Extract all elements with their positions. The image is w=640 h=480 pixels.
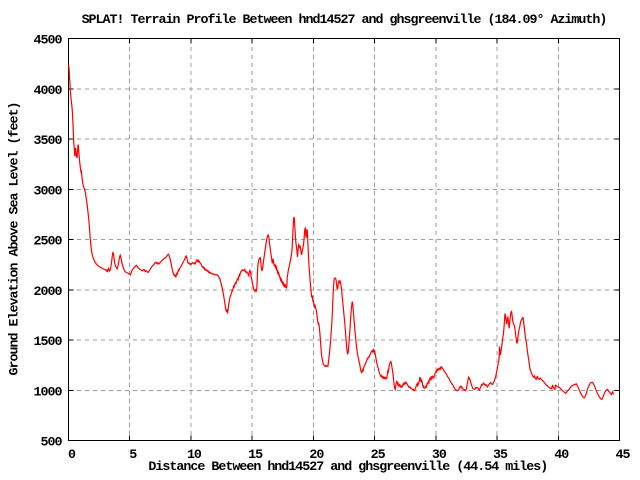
svg-text:45: 45 <box>616 448 631 463</box>
svg-text:40: 40 <box>554 448 569 463</box>
svg-text:2500: 2500 <box>34 235 63 250</box>
svg-text:Ground Elevation Above Sea Lev: Ground Elevation Above Sea Level (feet) <box>8 103 23 376</box>
svg-text:15: 15 <box>248 448 263 463</box>
svg-text:20: 20 <box>309 448 324 463</box>
svg-text:Distance Between hnd14527 and: Distance Between hnd14527 and ghsgreenvi… <box>148 460 547 475</box>
svg-text:SPLAT! Terrain Profile Between: SPLAT! Terrain Profile Between hnd14527 … <box>82 13 607 28</box>
svg-text:2000: 2000 <box>34 285 63 300</box>
svg-text:35: 35 <box>493 448 508 463</box>
svg-text:25: 25 <box>371 448 386 463</box>
svg-text:4000: 4000 <box>34 84 63 99</box>
svg-text:3000: 3000 <box>34 184 63 199</box>
svg-text:5: 5 <box>129 448 137 463</box>
svg-text:1500: 1500 <box>34 335 63 350</box>
svg-text:0: 0 <box>68 448 76 463</box>
svg-text:30: 30 <box>432 448 447 463</box>
svg-text:1000: 1000 <box>34 385 63 400</box>
svg-text:10: 10 <box>187 448 202 463</box>
svg-text:4500: 4500 <box>34 34 63 49</box>
svg-text:3500: 3500 <box>34 134 63 149</box>
svg-text:500: 500 <box>41 436 63 451</box>
